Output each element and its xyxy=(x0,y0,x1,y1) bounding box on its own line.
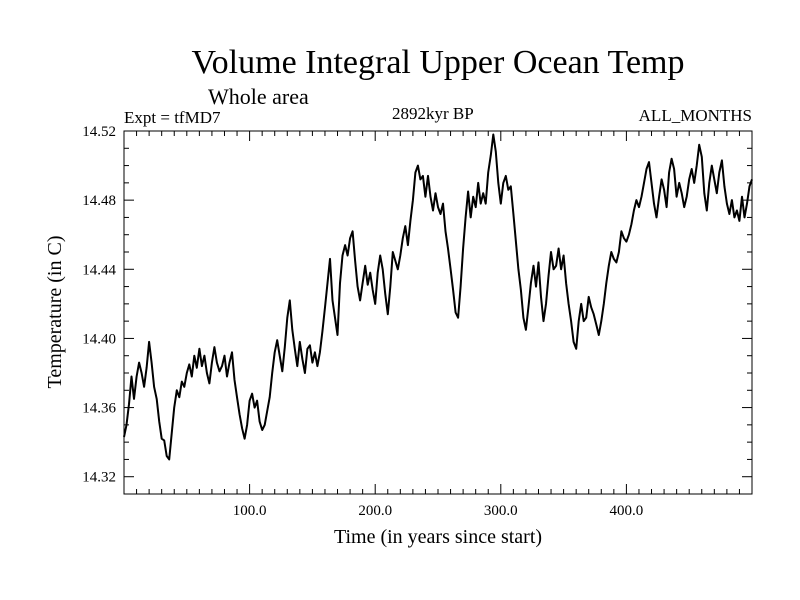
time-period-label: 2892kyr BP xyxy=(392,104,474,123)
y-tick-label: 14.32 xyxy=(82,470,116,486)
y-tick-label: 14.48 xyxy=(82,193,116,209)
y-axis-label: Temperature (in C) xyxy=(44,236,66,389)
chart-title: Volume Integral Upper Ocean Temp xyxy=(191,44,685,81)
x-tick-label: 300.0 xyxy=(484,503,518,519)
y-tick-label: 14.44 xyxy=(82,262,116,278)
x-tick-label: 200.0 xyxy=(358,503,392,519)
experiment-label: Expt = tfMD7 xyxy=(124,108,221,127)
temperature-series-line xyxy=(123,133,753,461)
x-tick-label: 100.0 xyxy=(233,503,267,519)
chart-subtitle: Whole area xyxy=(208,84,309,109)
x-axis-label: Time (in years since start) xyxy=(334,526,542,548)
y-tick-label: 14.36 xyxy=(82,401,116,417)
y-tick-label: 14.52 xyxy=(82,124,116,140)
y-tick-label: 14.40 xyxy=(82,331,116,347)
plot-frame xyxy=(123,130,753,495)
tick-marks xyxy=(124,130,752,494)
months-label: ALL_MONTHS xyxy=(638,106,752,125)
tick-labels: 100.0 200.0 300.0 400.0 14.32 14.36 14.40 14.44… xyxy=(82,124,643,519)
x-tick-label: 400.0 xyxy=(610,503,644,519)
